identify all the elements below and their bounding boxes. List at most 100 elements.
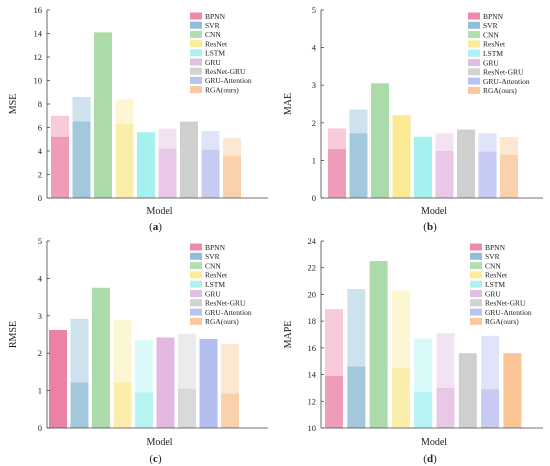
- legend-label-bpnn: BPNN: [483, 12, 504, 21]
- legend-label-resnet: ResNet: [485, 271, 508, 280]
- y-tick-label: 0: [38, 193, 42, 203]
- legend-swatch-lstm: [190, 49, 202, 57]
- legend-label-resnet: ResNet: [205, 39, 228, 48]
- panel-caption: (d): [423, 453, 437, 465]
- chart-panel-d: 1012141618202224MAPEModel(d)BPNNSVRCNNRe…: [283, 236, 543, 465]
- panel-caption: (b): [423, 221, 437, 233]
- legend-label-lstm: LSTM: [483, 49, 503, 58]
- legend-swatch-resnet-gru: [190, 299, 202, 307]
- legend-label-svr: SVR: [205, 252, 220, 261]
- legend-swatch-gru: [190, 290, 202, 297]
- legend-label-bpnn: BPNN: [205, 12, 226, 21]
- bar-bpnn-lower: [328, 149, 346, 198]
- bar-resnet-lower: [391, 367, 410, 428]
- bar-resnet: [392, 115, 411, 198]
- legend-label-lstm: LSTM: [205, 49, 225, 58]
- legend-swatch-gru: [190, 58, 202, 66]
- y-axis-label: MAPE: [283, 321, 294, 349]
- legend-label-gru: GRU: [205, 58, 221, 67]
- legend-swatch-cnn: [468, 31, 480, 39]
- bar-cnn: [94, 32, 112, 199]
- legend: BPNNSVRCNNResNetLSTMGRUResNet-GRUGRU-Att…: [190, 243, 252, 326]
- legend-swatch-gru-attention: [190, 308, 202, 316]
- legend-label-lstm: LSTM: [205, 280, 225, 289]
- y-tick-label: 5: [38, 236, 42, 246]
- bar-gru-lower: [158, 148, 177, 198]
- legend-swatch-rga-ours: [470, 317, 482, 325]
- legend-label-cnn: CNN: [205, 261, 221, 270]
- y-tick-label: 3: [38, 311, 42, 321]
- bar-lstm-lower: [414, 391, 433, 428]
- y-tick-label: 22: [308, 263, 317, 273]
- legend-label-resnet: ResNet: [205, 271, 228, 280]
- legend: BPNNSVRCNNResNetLSTMGRUResNet-GRUGRU-Att…: [468, 12, 530, 95]
- y-tick-label: 2: [38, 170, 42, 180]
- y-tick-label: 12: [308, 396, 317, 406]
- bar-cnn: [92, 287, 110, 428]
- chart-panel-b: 012345MAEModel(b)BPNNSVRCNNResNetLSTMGRU…: [283, 5, 543, 233]
- y-tick-label: 2: [312, 118, 316, 128]
- bar-svr-lower: [70, 382, 89, 428]
- bar-rga-ours-lower: [500, 154, 518, 198]
- panel-caption: (a): [149, 221, 162, 233]
- legend-label-resnet-gru: ResNet-GRU: [205, 67, 246, 76]
- y-tick-label: 0: [38, 423, 42, 433]
- y-tick-label: 16: [34, 5, 43, 15]
- bar-resnet-lower: [113, 382, 132, 428]
- legend-label-rga-ours: RGA(ours): [205, 85, 239, 94]
- legend-swatch-lstm: [468, 49, 480, 57]
- bar-gru-attention: [199, 338, 218, 428]
- x-axis-label: Model: [421, 206, 447, 217]
- y-tick-label: 5: [312, 5, 316, 15]
- x-axis-label: Model: [146, 206, 172, 217]
- y-tick-label: 4: [38, 146, 43, 156]
- y-axis-label: RMSE: [8, 321, 19, 348]
- legend-label-svr: SVR: [205, 21, 220, 30]
- chart-panel-c: 012345RMSEModel(c)BPNNSVRCNNResNetLSTMGR…: [8, 236, 268, 465]
- legend-swatch-cnn: [190, 30, 202, 38]
- bar-svr-lower: [72, 121, 91, 198]
- legend-swatch-rga-ours: [468, 86, 480, 94]
- legend-swatch-rga-ours: [190, 317, 202, 325]
- bar-gru-lower: [435, 151, 454, 198]
- bar-bpnn-lower: [51, 136, 69, 198]
- legend: BPNNSVRCNNResNetLSTMGRUResNet-GRUGRU-Att…: [190, 12, 252, 94]
- y-tick-label: 14: [308, 370, 317, 380]
- y-tick-label: 0: [312, 193, 316, 203]
- chart-panel-a: 0246810121416MSEModel(a)BPNNSVRCNNResNet…: [8, 5, 268, 233]
- legend-label-rga-ours: RGA(ours): [483, 86, 517, 95]
- legend-swatch-bpnn: [470, 243, 482, 251]
- y-tick-label: 1: [38, 386, 42, 396]
- bar-rga-ours-lower: [221, 393, 239, 428]
- bar-rga-ours: [503, 353, 522, 428]
- legend-label-cnn: CNN: [483, 30, 499, 39]
- legend-label-resnet-gru: ResNet-GRU: [485, 299, 526, 308]
- legend-swatch-resnet: [190, 40, 202, 48]
- bar-rga-ours-lower: [223, 155, 241, 198]
- y-tick-label: 4: [38, 273, 43, 283]
- y-tick-label: 12: [34, 52, 43, 62]
- legend-label-cnn: CNN: [485, 261, 501, 270]
- legend-label-gru: GRU: [483, 58, 499, 67]
- legend-label-gru: GRU: [205, 289, 221, 298]
- legend-label-gru-attention: GRU-Attention: [205, 308, 252, 317]
- legend-swatch-resnet: [468, 40, 480, 48]
- panel-caption: (c): [149, 453, 162, 465]
- legend-label-svr: SVR: [485, 252, 500, 261]
- y-tick-label: 3: [312, 80, 316, 90]
- legend-swatch-resnet-gru: [190, 67, 202, 75]
- bar-lstm: [414, 136, 432, 198]
- legend-swatch-resnet-gru: [470, 299, 482, 307]
- bar-cnn: [369, 261, 388, 428]
- bar-bpnn: [49, 330, 67, 428]
- legend-label-resnet: ResNet: [483, 40, 506, 49]
- legend-label-gru: GRU: [485, 289, 501, 298]
- legend-swatch-bpnn: [468, 12, 480, 20]
- legend-swatch-resnet: [190, 271, 202, 279]
- legend-swatch-cnn: [470, 262, 482, 270]
- bar-resnet-gru: [180, 121, 198, 198]
- x-axis-label: Model: [421, 437, 447, 448]
- y-tick-label: 6: [38, 123, 42, 133]
- y-tick-label: 8: [38, 99, 42, 109]
